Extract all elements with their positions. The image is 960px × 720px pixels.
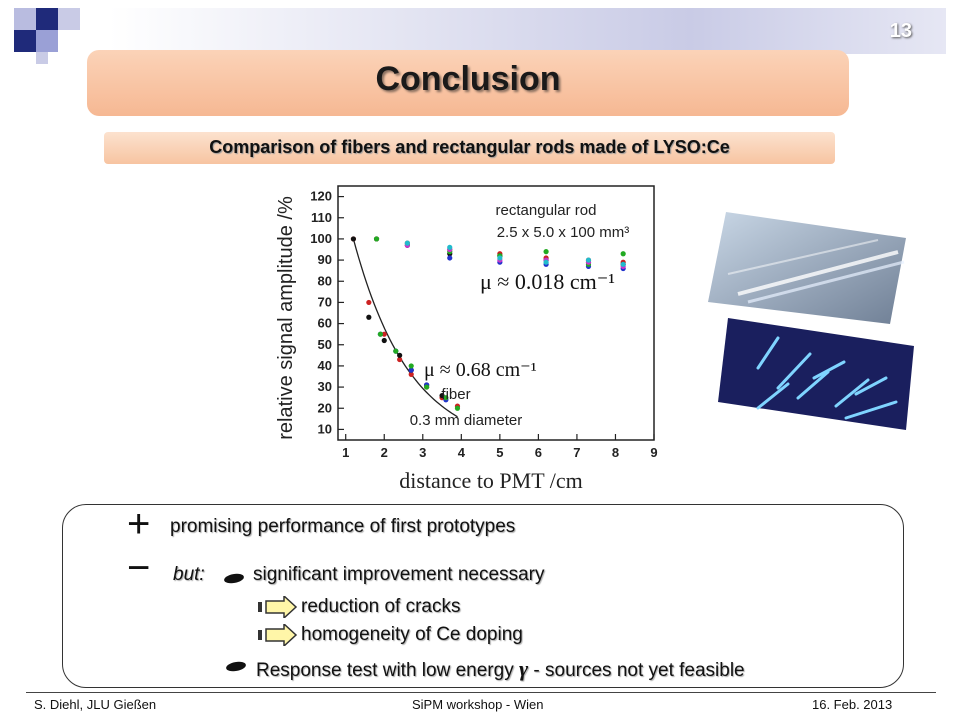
minus-icon: − <box>127 546 151 590</box>
y-tick-label: 100 <box>310 231 332 246</box>
attenuation-chart: 1 2 3 4 5 6 7 8 9 10 20 30 40 50 60 70 80 90 100 110 120 rel… <box>275 185 658 493</box>
x-tick-label: 6 <box>535 445 542 460</box>
y-tick-label: 40 <box>318 358 332 373</box>
plus-icon: + <box>127 502 151 546</box>
data-point <box>373 236 380 242</box>
data-point <box>424 384 430 390</box>
data-point <box>377 331 383 337</box>
data-point <box>543 249 549 255</box>
data-point <box>543 259 549 265</box>
data-point <box>447 255 453 261</box>
but-label: but: <box>173 564 205 585</box>
y-tick-label: 90 <box>318 252 332 267</box>
y-tick-label: 120 <box>310 189 332 204</box>
response-post: - sources not yet feasible <box>533 660 745 681</box>
response-pre: Response test with low energy <box>256 660 514 681</box>
data-point <box>443 395 449 401</box>
header-bar <box>92 8 946 54</box>
x-tick-label: 2 <box>381 445 388 460</box>
data-point <box>366 299 372 306</box>
slide-title: Conclusion <box>375 60 561 98</box>
y-tick-label: 20 <box>318 400 332 415</box>
annotation-rod-mu: μ ≈ 0.018 cm⁻¹ <box>480 269 615 294</box>
footer-divider <box>26 692 936 693</box>
y-tick-label: 80 <box>318 273 332 288</box>
fit-curve <box>352 238 458 418</box>
slide-number: 13 <box>889 20 912 42</box>
gamma-symbol: γ <box>518 656 529 681</box>
data-point <box>381 331 387 337</box>
plot-frame <box>337 185 655 441</box>
data-point <box>397 352 403 358</box>
response-text: Response test with low energy γ - source… <box>256 656 745 682</box>
fibers-uv-photo <box>718 318 914 430</box>
rods-photo <box>708 212 906 324</box>
sub-point-doping: homogeneity of Ce doping <box>301 624 523 645</box>
annotation-fiber-mu: μ ≈ 0.68 cm⁻¹ <box>424 359 537 381</box>
data-point <box>408 367 414 373</box>
y-tick-label: 50 <box>318 337 332 352</box>
arrow-icon <box>258 624 298 646</box>
x-axis-label: distance to PMT /cm <box>399 468 583 493</box>
data-point <box>366 314 372 320</box>
data-point <box>404 240 410 246</box>
sub-point-cracks: reduction of cracks <box>301 596 461 617</box>
data-point <box>439 392 445 399</box>
annotation-rod-label-1: rectangular rod <box>496 202 597 219</box>
minus-text: significant improvement necessary <box>253 564 545 585</box>
y-tick-label: 110 <box>311 210 332 225</box>
title-box: Conclusion <box>87 50 849 116</box>
y-axis-label: relative signal amplitude /% <box>275 196 297 440</box>
footer-event: SiPM workshop - Wien <box>412 697 544 712</box>
data-point <box>585 257 592 263</box>
data-point <box>381 337 387 344</box>
y-tick-label: 70 <box>318 294 332 309</box>
annotation-rod-label-2: 2.5 x 5.0 x 100 mm³ <box>497 224 630 241</box>
data-point <box>408 363 414 369</box>
y-tick-label: 10 <box>318 421 332 436</box>
conclusion-box <box>62 504 904 688</box>
data-point <box>350 236 357 242</box>
data-point <box>447 244 453 250</box>
x-tick-label: 8 <box>612 445 619 460</box>
annotation-fiber-label-2: 0.3 mm diameter <box>410 412 523 429</box>
x-tick-label: 3 <box>419 445 426 460</box>
x-tick-label: 5 <box>496 445 503 460</box>
y-tick-label: 30 <box>318 379 332 394</box>
x-tick-label: 4 <box>458 445 466 460</box>
annotation-fiber-label-1: fiber <box>441 386 470 403</box>
y-tick-label: 60 <box>318 316 332 331</box>
footer-author: S. Diehl, JLU Gießen <box>34 697 157 712</box>
data-point <box>620 261 626 267</box>
x-tick-label: 7 <box>573 445 580 460</box>
data-point <box>393 348 399 354</box>
plus-text: promising performance of first prototype… <box>170 516 516 537</box>
x-tick-label: 9 <box>650 445 657 460</box>
data-point <box>408 371 414 377</box>
data-point <box>397 356 403 363</box>
data-point <box>497 255 503 261</box>
slide-subtitle: Comparison of fibers and rectangular rod… <box>209 137 730 157</box>
data-point <box>620 251 626 257</box>
subtitle-box: Comparison of fibers and rectangular rod… <box>104 132 835 164</box>
x-tick-label: 1 <box>342 445 349 460</box>
footer-date: 16. Feb. 2013 <box>812 697 893 712</box>
arrow-icon <box>258 596 298 618</box>
data-point <box>454 405 461 411</box>
